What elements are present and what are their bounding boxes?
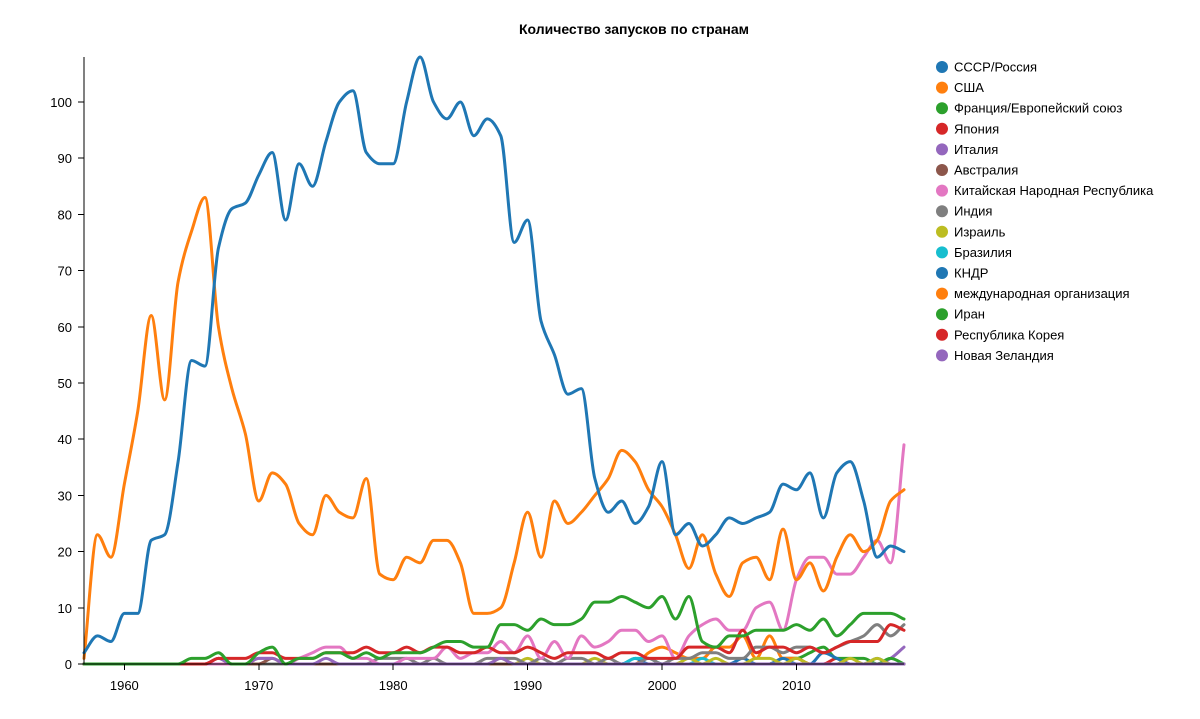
y-tick-label: 50 [58,376,72,391]
series-line-ссср-россия [82,55,906,655]
legend-label: КНДР [954,266,988,281]
series-line-япония [82,623,906,666]
x-tick-label: 1960 [110,678,139,693]
x-tick-label: 1980 [379,678,408,693]
legend-label: США [954,80,984,95]
legend-label: Индия [954,204,992,219]
y-tick-label: 60 [58,320,72,335]
legend-swatch [936,81,948,94]
legend-label: Китайская Народная Республика [954,183,1154,198]
legend-item-израиль: Израиль [936,224,1006,239]
legend-label: Израиль [954,224,1006,239]
legend-label: Франция/Европейский союз [954,101,1122,116]
x-tick-label: 2010 [782,678,811,693]
x-axis-ticks: 1960 1970 1980 1990 2000 2010 [110,664,811,693]
legend-swatch [936,122,948,135]
legend-item-франция-европейский-союз: Франция/Европейский союз [936,101,1122,116]
x-tick-label: 1990 [513,678,542,693]
legend-swatch [936,287,948,300]
legend-label: Италия [954,142,998,157]
legend-item-новая-зеландия: Новая Зеландия [936,348,1054,363]
legend-item-австралия: Австралия [936,163,1018,178]
y-tick-label: 70 [58,264,72,279]
legend-label: Новая Зеландия [954,348,1054,363]
series-line-франция-европейский-союз [82,595,906,666]
legend-item-италия: Италия [936,142,998,157]
legend-label: Бразилия [954,245,1012,260]
legend-label: Япония [954,121,999,136]
legend-label: Республика Корея [954,327,1064,342]
legend-item-ссср-россия: СССР/Россия [936,60,1037,75]
y-tick-label: 20 [58,545,72,560]
legend-label: Иран [954,307,985,322]
x-tick-label: 1970 [244,678,273,693]
legend-item-китайская-народная-республика: Китайская Народная Республика [936,183,1154,198]
y-tick-label: 30 [58,488,72,503]
legend-swatch [936,267,948,279]
legend-item-международная-организация: международная организация [936,286,1130,301]
series-line-сша [82,196,906,660]
legend-item-кндр: КНДР [936,266,988,281]
legend-label: Австралия [954,163,1018,178]
legend-item-япония: Япония [936,121,999,136]
x-tick-label: 2000 [648,678,677,693]
legend-swatch [936,164,948,176]
legend-label: СССР/Россия [954,60,1037,75]
legend-swatch [936,143,948,156]
y-tick-label: 100 [50,95,72,110]
y-tick-label: 0 [65,657,72,672]
y-tick-label: 80 [58,207,72,222]
chart-title: Количество запусков по странам [519,21,749,37]
series-layer [82,55,906,666]
legend-swatch [936,225,948,238]
legend-item-индия: Индия [936,204,992,219]
legend-item-республика-корея: Республика Корея [936,327,1064,342]
legend-swatch [936,61,948,73]
legend-swatch [936,102,948,115]
legend-swatch [936,349,948,362]
y-tick-label: 10 [58,601,72,616]
legend-label: международная организация [954,286,1130,301]
legend-item-сша: США [936,80,984,95]
y-tick-label: 40 [58,432,72,447]
legend-swatch [936,328,948,341]
legend-swatch [936,246,948,259]
legend: СССР/Россия США Франция/Европейский союз Яп… [936,60,1154,363]
y-tick-label: 90 [58,151,72,166]
legend-swatch [936,308,948,321]
y-axis-ticks: 0 10 20 30 40 50 60 70 80 90 100 [50,95,84,672]
legend-item-бразилия: Бразилия [936,245,1012,260]
legend-swatch [936,205,948,218]
legend-item-иран: Иран [936,307,985,322]
legend-swatch [936,184,948,197]
